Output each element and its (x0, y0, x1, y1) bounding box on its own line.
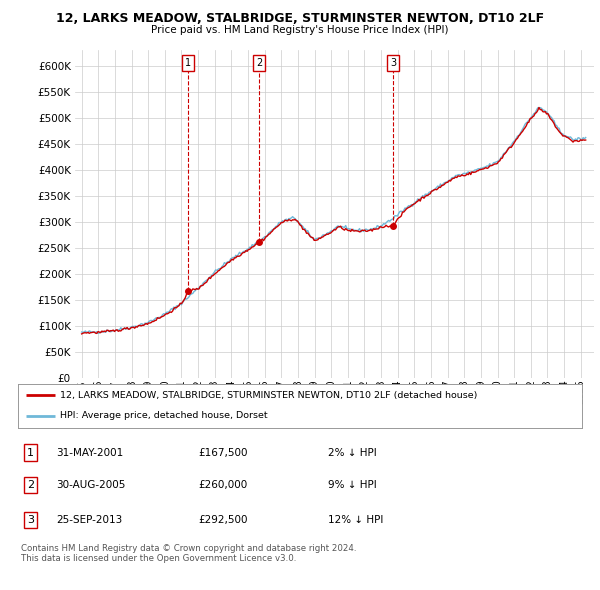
Text: 2: 2 (256, 58, 262, 68)
Text: 3: 3 (27, 515, 34, 525)
Text: 12% ↓ HPI: 12% ↓ HPI (328, 515, 383, 525)
Text: HPI: Average price, detached house, Dorset: HPI: Average price, detached house, Dors… (60, 411, 268, 420)
Text: 9% ↓ HPI: 9% ↓ HPI (328, 480, 377, 490)
Text: £292,500: £292,500 (199, 515, 248, 525)
Text: 2: 2 (27, 480, 34, 490)
Text: 25-SEP-2013: 25-SEP-2013 (56, 515, 122, 525)
Text: £167,500: £167,500 (199, 448, 248, 457)
Text: Price paid vs. HM Land Registry's House Price Index (HPI): Price paid vs. HM Land Registry's House … (151, 25, 449, 35)
Text: 1: 1 (27, 448, 34, 457)
Text: 30-AUG-2005: 30-AUG-2005 (56, 480, 126, 490)
Text: £260,000: £260,000 (199, 480, 248, 490)
Text: 2% ↓ HPI: 2% ↓ HPI (328, 448, 377, 457)
Text: 1: 1 (185, 58, 191, 68)
Text: 12, LARKS MEADOW, STALBRIDGE, STURMINSTER NEWTON, DT10 2LF (detached house): 12, LARKS MEADOW, STALBRIDGE, STURMINSTE… (60, 391, 478, 400)
Text: Contains HM Land Registry data © Crown copyright and database right 2024.
This d: Contains HM Land Registry data © Crown c… (21, 544, 356, 563)
Text: 3: 3 (390, 58, 396, 68)
Text: 31-MAY-2001: 31-MAY-2001 (56, 448, 124, 457)
Text: 12, LARKS MEADOW, STALBRIDGE, STURMINSTER NEWTON, DT10 2LF: 12, LARKS MEADOW, STALBRIDGE, STURMINSTE… (56, 12, 544, 25)
